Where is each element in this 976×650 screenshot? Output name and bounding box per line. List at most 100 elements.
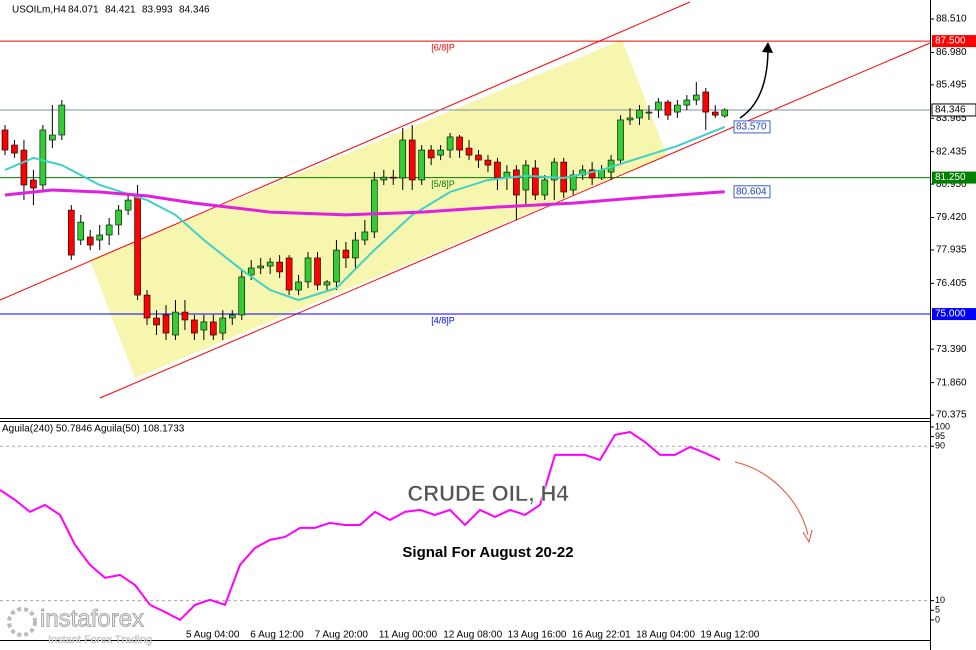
candle-body [257, 265, 264, 269]
channel-upper [0, 1, 691, 301]
price-tag [932, 308, 976, 321]
candle-body [418, 149, 425, 181]
candle-body [285, 257, 293, 291]
candle-body [200, 321, 208, 331]
candle-body [361, 231, 369, 241]
y-tick-label: 79.420 [936, 212, 967, 223]
arrow-head [762, 42, 773, 53]
y-tick-label: 0 [935, 614, 940, 624]
candle-body [408, 139, 416, 181]
y-tick-label: 77.935 [936, 245, 967, 256]
candle-body [636, 109, 643, 119]
forecast-arrow [739, 47, 769, 119]
ma-tag [733, 185, 771, 199]
candle-body [427, 149, 435, 159]
price-tag-label: 84.346 [935, 105, 966, 116]
indicator-panel [0, 430, 930, 622]
logo: instaforex Instant Forex Trading [7, 605, 152, 646]
candle-body [1, 129, 9, 151]
y-tick-label: 10 [935, 595, 945, 605]
ma-tag-label: 80.604 [736, 186, 767, 197]
price-tag [932, 35, 976, 48]
level-name: [6/8]P [431, 42, 455, 52]
candle-body [105, 224, 113, 236]
candle-body [484, 159, 492, 166]
candle-body [513, 169, 520, 196]
ohlc-value: 84.346 [179, 5, 210, 16]
candle-body [314, 257, 321, 286]
candle-body [86, 236, 94, 246]
candle-body [39, 129, 47, 186]
y-tick-label: 95 [935, 431, 945, 441]
candle-body [191, 319, 198, 334]
x-tick-label: 13 Aug 16:00 [508, 630, 567, 641]
candle-body [304, 257, 312, 283]
candle-body [276, 261, 283, 273]
tagline: Instant Forex Trading [48, 634, 152, 646]
y-tick-label: 86.980 [936, 47, 967, 58]
y-tick-label: 71.860 [936, 377, 967, 388]
candle-body [153, 317, 160, 326]
x-tick-label: 6 Aug 12:00 [250, 630, 304, 641]
candle-body [456, 136, 463, 151]
price-tag-label: 87.500 [935, 36, 966, 47]
forecast-arrow [734, 461, 809, 536]
candle-body [143, 294, 151, 319]
y-tick-label: 82.435 [936, 146, 967, 157]
candle-body [30, 179, 37, 189]
candle-body [437, 149, 444, 156]
price-tag [932, 171, 976, 184]
candle-body [162, 314, 170, 334]
y-tick-label: 90 [935, 441, 945, 451]
candle-body [475, 154, 482, 161]
channel-zone [90, 40, 667, 378]
candle-body [569, 174, 577, 191]
ma-tag [733, 120, 771, 134]
y-tick-label: 100 [935, 421, 950, 431]
candle-body [532, 167, 539, 196]
candle-body [683, 99, 691, 106]
candle-body [238, 276, 246, 316]
ma-tag-label: 83.570 [736, 122, 767, 133]
candle-body [210, 321, 217, 336]
x-tick-label: 7 Aug 20:00 [315, 630, 369, 641]
candle-body [674, 104, 681, 113]
candle-body [172, 311, 179, 336]
candle-body [96, 234, 103, 241]
y-tick-label: 73.390 [936, 344, 967, 355]
indicator-title: Aguila(240) 50.7846 Aguila(50) 108.1733 [2, 424, 185, 435]
y-tick-label: 5 [935, 605, 940, 615]
candle-body [124, 199, 132, 211]
candle-body [58, 104, 66, 136]
candle-body [342, 249, 350, 259]
candle-body [494, 161, 501, 179]
arrow-head [802, 529, 813, 544]
candle-body [219, 317, 227, 334]
candle-body [247, 267, 255, 276]
logo-icon [7, 607, 37, 637]
subtitle: Signal For August 20-22 [402, 544, 573, 561]
candle-body [389, 176, 397, 179]
candle-body [617, 119, 624, 161]
x-tick-label: 16 Aug 22:01 [572, 630, 631, 641]
main-panel: [6/8]P [5/8]P [4/8]P 83.570 80.604 [0, 40, 930, 341]
ohlc-value: 83.993 [142, 5, 173, 16]
candle-body [664, 101, 672, 116]
candle-body [721, 109, 729, 117]
candle-body [588, 169, 596, 179]
candle-body [266, 261, 274, 267]
candle-body [693, 94, 700, 101]
price-tag-label: 75.000 [935, 309, 966, 320]
ohlc-value: 84.071 [68, 5, 99, 16]
candle-body [626, 117, 634, 121]
brand: instaforex [40, 605, 144, 632]
ohlc-value: 84.421 [105, 5, 136, 16]
candle-body [655, 101, 662, 111]
price-tag [931, 103, 976, 117]
x-tick-label: 12 Aug 08:00 [443, 630, 502, 641]
x-tick-label: 5 Aug 04:00 [186, 630, 240, 641]
candle-body [333, 249, 340, 283]
headline: CRUDE OIL, H4 [407, 481, 569, 506]
candle-body [11, 144, 18, 154]
